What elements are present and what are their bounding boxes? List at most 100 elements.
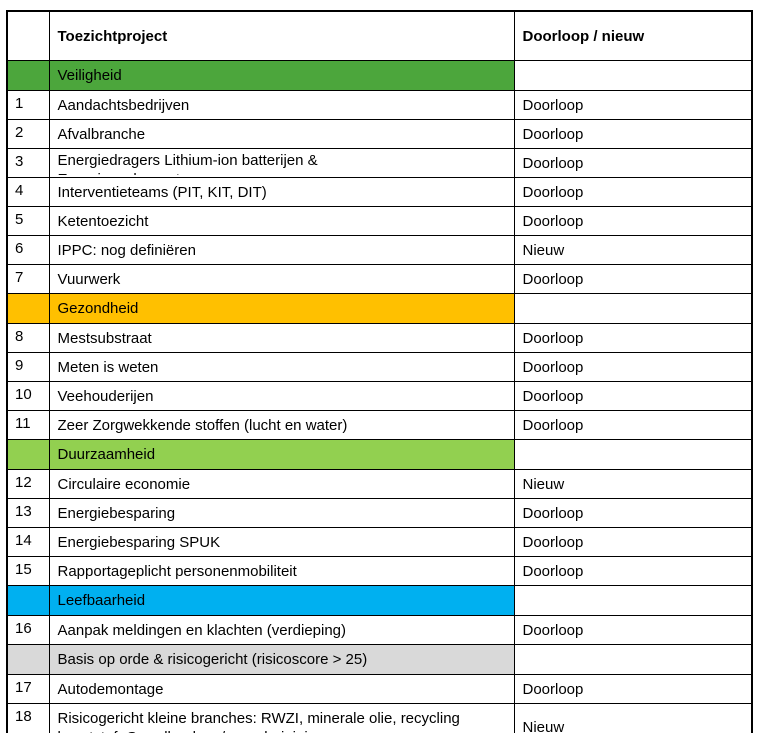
project-name: Veehouderijen xyxy=(58,387,506,406)
project-name: Vuurwerk xyxy=(58,270,506,289)
project-name-line1: Risicogericht kleine branches: RWZI, min… xyxy=(57,709,460,727)
status-value: Doorloop xyxy=(513,90,753,120)
row-number-cell: 9 xyxy=(6,352,50,382)
section-row: Basis op orde & risicogericht (risicosco… xyxy=(6,644,753,675)
status-value: Doorloop xyxy=(513,352,753,382)
row-number-cell xyxy=(6,60,50,91)
project-name-line1: Circulaire economie xyxy=(57,475,191,493)
row-number-cell: 18 xyxy=(6,703,50,733)
row-number-cell: 14 xyxy=(6,527,50,557)
project-name: Energiebesparing SPUK xyxy=(58,533,506,552)
project-name-line2: kunststof, Grondbanken / grondreiniging xyxy=(58,728,506,733)
project-name-cell: Rapportageplicht personenmobiliteit xyxy=(48,556,515,586)
project-name-line1: Energiedragers Lithium-ion batterijen & xyxy=(57,152,318,169)
project-name: Autodemontage xyxy=(58,680,506,699)
row-number-cell: 17 xyxy=(6,674,50,704)
projects-table: Toezichtproject Doorloop / nieuw Veiligh… xyxy=(6,10,753,733)
row-number-cell: 13 xyxy=(6,498,50,528)
project-name-line1: Aanpak meldingen en klachten (verdieping… xyxy=(57,621,347,639)
item-row: 2 Afvalbranche Doorloop xyxy=(6,119,753,149)
project-name: Interventieteams (PIT, KIT, DIT) xyxy=(58,183,506,202)
status-value: Doorloop xyxy=(513,119,753,149)
section-row: Gezondheid xyxy=(6,293,753,324)
item-row: 4 Interventieteams (PIT, KIT, DIT) Doorloo… xyxy=(6,177,753,207)
item-row: 13 Energiebesparing Doorloop xyxy=(6,498,753,528)
project-name-line1: Veehouderijen xyxy=(57,387,154,405)
project-name-cell: Vuurwerk xyxy=(48,264,515,294)
section-title: Leefbaarheid xyxy=(48,585,515,616)
project-name-cell: Aanpak meldingen en klachten (verdieping… xyxy=(48,615,515,645)
project-name: Energiedragers Lithium-ion batterijen &E… xyxy=(57,150,506,175)
status-value: Doorloop xyxy=(513,556,753,586)
status-value: Doorloop xyxy=(513,381,753,411)
row-number-cell: 1 xyxy=(6,90,50,120)
project-name-cell: Interventieteams (PIT, KIT, DIT) xyxy=(48,177,515,207)
project-name-line1: Meten is weten xyxy=(57,358,159,376)
section-row: Duurzaamheid xyxy=(6,439,753,470)
status-cell xyxy=(513,585,753,616)
item-row: 18 Risicogericht kleine branches: RWZI, m… xyxy=(6,703,753,733)
row-number-cell xyxy=(6,439,50,470)
project-name-line1: IPPC: nog definiëren xyxy=(57,241,196,259)
project-name-cell: Meten is weten xyxy=(48,352,515,382)
status-value: Doorloop xyxy=(513,177,753,207)
column-header-project: Toezichtproject xyxy=(48,10,515,61)
row-number-cell: 15 xyxy=(6,556,50,586)
status-cell xyxy=(513,439,753,470)
projects-table-body: Toezichtproject Doorloop / nieuw Veiligh… xyxy=(6,10,753,733)
status-value: Doorloop xyxy=(513,615,753,645)
project-name: Energiebesparing xyxy=(58,504,506,523)
column-header-number xyxy=(6,10,50,61)
section-title: Duurzaamheid xyxy=(48,439,515,470)
project-name-line1: Mestsubstraat xyxy=(57,329,152,347)
project-name-line1: Vuurwerk xyxy=(57,270,121,288)
project-name: Rapportageplicht personenmobiliteit xyxy=(58,562,506,581)
project-name-line1: Rapportageplicht personenmobiliteit xyxy=(57,562,297,580)
status-value: Nieuw xyxy=(513,469,753,499)
status-value: Doorloop xyxy=(513,264,753,294)
section-title: Gezondheid xyxy=(48,293,515,324)
status-value: Nieuw xyxy=(513,703,753,733)
project-name-cell: Autodemontage xyxy=(48,674,515,704)
section-title: Veiligheid xyxy=(48,60,515,91)
row-number-cell: 2 xyxy=(6,119,50,149)
project-name-cell: Aandachtsbedrijven xyxy=(48,90,515,120)
section-row: Veiligheid xyxy=(6,60,753,91)
status-value: Doorloop xyxy=(513,410,753,440)
project-name: Circulaire economie xyxy=(58,475,506,494)
item-row: 8 Mestsubstraat Doorloop xyxy=(6,323,753,353)
item-row: 15 Rapportageplicht personenmobiliteit Doo… xyxy=(6,556,753,586)
column-header-status: Doorloop / nieuw xyxy=(513,10,753,61)
row-number-cell: 5 xyxy=(6,206,50,236)
row-number-cell: 6 xyxy=(6,235,50,265)
row-number-cell: 3 xyxy=(6,148,50,178)
project-name-cell: Circulaire economie xyxy=(48,469,515,499)
status-value: Doorloop xyxy=(513,674,753,704)
item-row: 3 Energiedragers Lithium-ion batterijen &… xyxy=(6,148,753,178)
status-value: Nieuw xyxy=(513,235,753,265)
project-name-cell: Veehouderijen xyxy=(48,381,515,411)
project-name: Aanpak meldingen en klachten (verdieping… xyxy=(58,621,506,640)
section-title: Basis op orde & risicogericht (risicosco… xyxy=(48,644,515,675)
row-number-cell xyxy=(6,293,50,324)
row-number-cell: 11 xyxy=(6,410,50,440)
project-name-line1: Energiebesparing SPUK xyxy=(57,533,221,551)
project-name-cell: Energiebesparing xyxy=(48,498,515,528)
section-row: Leefbaarheid xyxy=(6,585,753,616)
item-row: 5 Ketentoezicht Doorloop xyxy=(6,206,753,236)
status-value: Doorloop xyxy=(513,148,753,178)
project-name: Mestsubstraat xyxy=(58,329,506,348)
item-row: 7 Vuurwerk Doorloop xyxy=(6,264,753,294)
project-name: IPPC: nog definiëren xyxy=(58,241,506,260)
project-name: Aandachtsbedrijven xyxy=(58,96,506,115)
item-row: 17 Autodemontage Doorloop xyxy=(6,674,753,704)
item-row: 9 Meten is weten Doorloop xyxy=(6,352,753,382)
project-name: Afvalbranche xyxy=(58,125,506,144)
item-row: 12 Circulaire economie Nieuw xyxy=(6,469,753,499)
status-cell xyxy=(513,644,753,675)
status-cell xyxy=(513,293,753,324)
status-value: Doorloop xyxy=(513,498,753,528)
project-name: Ketentoezicht xyxy=(58,212,506,231)
project-name-line1: Afvalbranche xyxy=(57,125,146,143)
